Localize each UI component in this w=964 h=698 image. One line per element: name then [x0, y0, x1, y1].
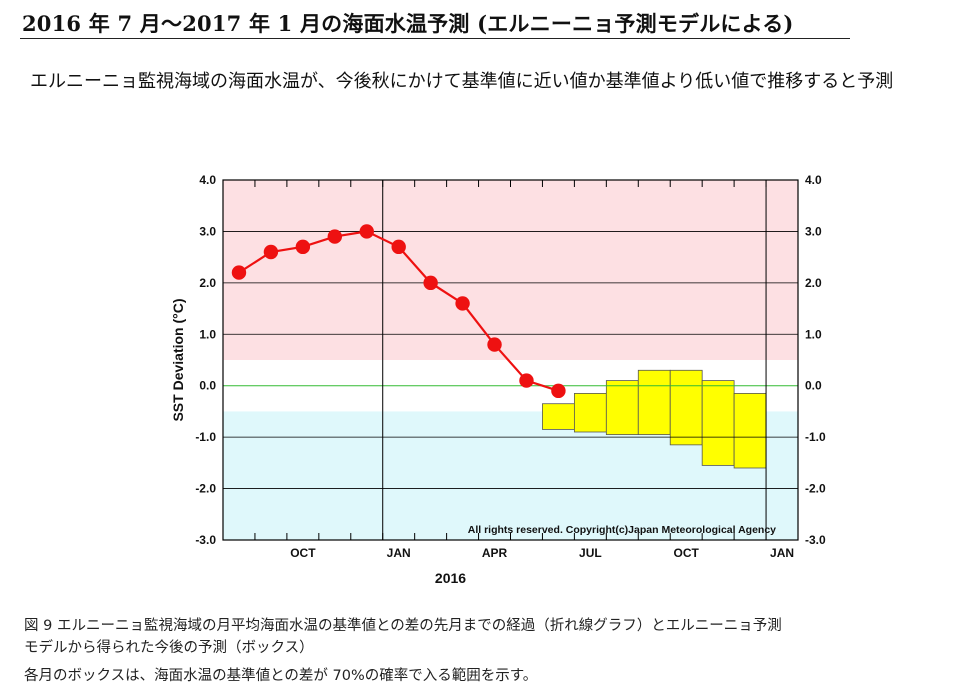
observed-point-2015-09: [263, 244, 279, 260]
observed-point-2015-10: [295, 239, 311, 255]
y-tick-label-left: 4.0: [199, 173, 216, 187]
y-tick-label-right: 0.0: [805, 379, 822, 393]
title-underline: [20, 38, 850, 39]
y-tick-label-right: 1.0: [805, 327, 822, 341]
y-tick-label-right: -3.0: [805, 533, 826, 547]
y-tick-label-left: 2.0: [199, 276, 216, 290]
y-tick-label-right: 4.0: [805, 173, 822, 187]
copyright-notice: All rights reserved. Copyright(c)Japan M…: [468, 524, 776, 536]
x-axis-title: 2016: [435, 570, 466, 586]
observed-point-2015-11: [327, 229, 343, 244]
observed-point-2015-12: [359, 224, 374, 239]
y-tick-label-right: -2.0: [805, 482, 826, 496]
y-tick-label-left: 0.0: [199, 379, 216, 393]
x-tick-label: APR: [482, 546, 508, 560]
box-range-note: 各月のボックスは、海面水温の基準値との差が 70%の確率で入る範囲を示す。: [24, 668, 538, 684]
figure-caption: 図 9 エルニーニョ監視海域の月平均海面水温の基準値との差の先月までの経過（折れ…: [24, 615, 959, 659]
forecast-box-2: [605, 380, 639, 435]
x-tick-label: JAN: [387, 546, 411, 560]
observed-point-2016-05: [519, 373, 534, 388]
x-tick-label: JUL: [579, 546, 602, 560]
observed-point-2016-01: [391, 239, 406, 255]
sst-forecast-chart: 4.0 4.0 3.0 3.0 2.0 2.0 1.0 1.0 0.0 0.0 -1.0 -1.0 -2…: [170, 173, 826, 586]
observed-point-2016-06: [551, 383, 566, 399]
y-tick-label-left: -3.0: [195, 533, 216, 547]
background-band-0: [223, 180, 798, 360]
figure-caption-line-1: 図 9 エルニーニョ監視海域の月平均海面水温の基準値との差の先月までの経過（折れ…: [24, 618, 782, 634]
y-tick-label-right: 3.0: [805, 224, 822, 238]
observed-point-2016-03: [455, 296, 470, 311]
forecast-summary: エルニーニョ監視海域の海面水温が、今後秋にかけて基準値に近い値か基準値より低い値…: [30, 71, 894, 92]
y-tick-label-left: 3.0: [199, 224, 216, 238]
y-axis-title: SST Deviation (°C): [170, 298, 186, 421]
page-title: 2016 年 7 月～2017 年 1 月の海面水温予測 (エルニーニョ予測モデ…: [22, 11, 794, 36]
x-tick-label: OCT: [290, 546, 316, 560]
observed-point-2015-08: [231, 265, 247, 280]
forecast-box-4: [669, 369, 703, 446]
figure-caption-line-2: モデルから得られた今後の予測（ボックス）: [24, 640, 314, 656]
observed-point-2016-02: [423, 275, 438, 291]
forecast-box-6: [733, 393, 767, 469]
y-tick-label-left: 1.0: [199, 327, 216, 341]
forecast-box-3: [637, 369, 671, 435]
x-tick-label: JAN: [770, 546, 794, 560]
forecast-box-1: [573, 393, 607, 433]
y-tick-label-left: -1.0: [195, 430, 216, 444]
y-tick-label-right: 2.0: [805, 276, 822, 290]
y-tick-label-left: -2.0: [195, 482, 216, 496]
x-tick-label: OCT: [674, 546, 700, 560]
y-tick-label-right: -1.0: [805, 430, 826, 444]
forecast-box-5: [701, 380, 735, 466]
observed-point-2016-04: [487, 337, 502, 352]
forecast-box-0: [542, 403, 575, 430]
